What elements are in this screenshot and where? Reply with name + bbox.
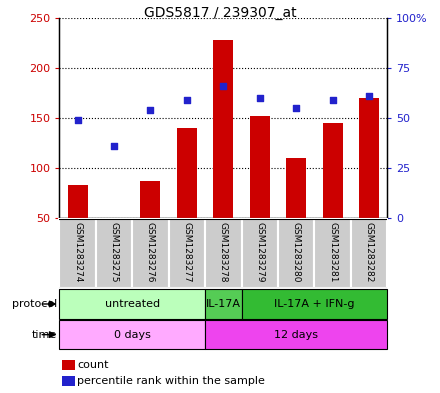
Point: [329, 97, 336, 103]
Bar: [286, 158, 306, 218]
Bar: [278, 219, 314, 288]
Point: [329, 215, 336, 221]
Bar: [314, 219, 351, 288]
Bar: [242, 289, 387, 319]
Bar: [177, 128, 197, 218]
Text: 12 days: 12 days: [274, 330, 318, 340]
Bar: [140, 181, 161, 218]
Bar: [359, 98, 379, 218]
Bar: [213, 40, 233, 218]
Bar: [169, 219, 205, 288]
Text: GSM1283282: GSM1283282: [364, 222, 374, 283]
Bar: [250, 116, 270, 218]
Point: [366, 93, 373, 99]
Point: [366, 215, 373, 221]
Bar: [59, 289, 205, 319]
Point: [74, 117, 81, 123]
Text: GSM1283278: GSM1283278: [219, 222, 228, 283]
Text: IL-17A: IL-17A: [206, 299, 241, 309]
Point: [256, 215, 263, 221]
Text: GSM1283274: GSM1283274: [73, 222, 82, 283]
Text: GSM1283277: GSM1283277: [182, 222, 191, 283]
Point: [293, 215, 300, 221]
Point: [147, 215, 154, 221]
Bar: [68, 185, 88, 218]
Bar: [205, 320, 387, 349]
Point: [110, 215, 117, 221]
Text: GDS5817 / 239307_at: GDS5817 / 239307_at: [144, 6, 296, 20]
Point: [147, 107, 154, 113]
Bar: [205, 219, 242, 288]
Bar: [205, 289, 242, 319]
Text: protocol: protocol: [12, 299, 57, 309]
Point: [220, 215, 227, 221]
Bar: [59, 320, 205, 349]
Point: [256, 95, 263, 101]
Text: GSM1283279: GSM1283279: [255, 222, 264, 283]
Text: GSM1283281: GSM1283281: [328, 222, 337, 283]
Text: GSM1283275: GSM1283275: [110, 222, 118, 283]
Point: [110, 143, 117, 149]
Point: [74, 215, 81, 221]
Bar: [132, 219, 169, 288]
Text: GSM1283280: GSM1283280: [292, 222, 301, 283]
Text: untreated: untreated: [105, 299, 160, 309]
Bar: [351, 219, 387, 288]
Text: count: count: [77, 360, 109, 370]
Bar: [59, 219, 96, 288]
Point: [220, 83, 227, 89]
Point: [183, 215, 191, 221]
Bar: [242, 219, 278, 288]
Point: [293, 105, 300, 111]
Text: percentile rank within the sample: percentile rank within the sample: [77, 376, 265, 386]
Point: [183, 97, 191, 103]
Bar: [96, 219, 132, 288]
Text: 0 days: 0 days: [114, 330, 150, 340]
Bar: [323, 123, 343, 218]
Text: GSM1283276: GSM1283276: [146, 222, 155, 283]
Text: time: time: [32, 330, 57, 340]
Text: IL-17A + IFN-g: IL-17A + IFN-g: [274, 299, 355, 309]
